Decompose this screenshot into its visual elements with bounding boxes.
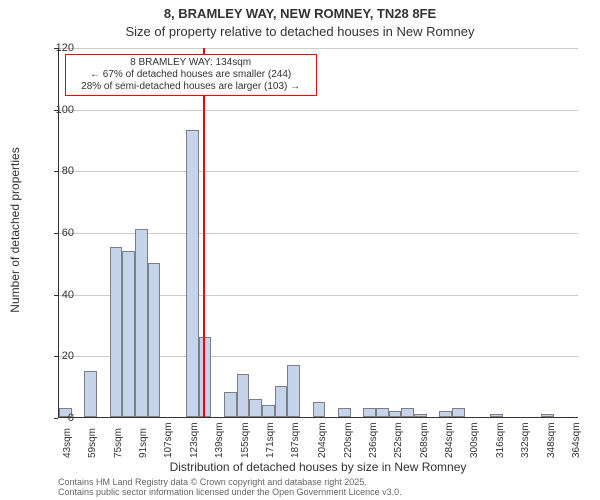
annotation-box: 8 BRAMLEY WAY: 134sqm← 67% of detached h…: [65, 54, 317, 96]
histogram-bar: [313, 402, 326, 417]
y-tick-label: 120: [44, 42, 74, 54]
x-tick-label: 332sqm: [520, 422, 531, 458]
histogram-bar: [224, 392, 237, 417]
marker-line: [203, 48, 205, 417]
y-tick-label: 20: [44, 350, 74, 362]
histogram-bar: [275, 386, 288, 417]
title-line-2: Size of property relative to detached ho…: [0, 24, 600, 39]
histogram-bar: [414, 414, 427, 417]
histogram-bar: [389, 411, 402, 417]
x-tick-label: 59sqm: [87, 428, 98, 458]
footer-line-2: Contains public sector information licen…: [58, 488, 402, 498]
histogram-bar: [541, 414, 554, 417]
x-axis-label: Distribution of detached houses by size …: [58, 460, 578, 474]
footer-attribution: Contains HM Land Registry data © Crown c…: [58, 478, 402, 498]
y-tick-label: 60: [44, 227, 74, 239]
y-tick-mark: [54, 356, 58, 357]
x-tick-label: 75sqm: [113, 428, 124, 458]
y-axis-label: Number of detached properties: [8, 147, 22, 312]
histogram-bar: [401, 408, 414, 417]
x-tick-label: 187sqm: [290, 422, 301, 458]
annotation-line: 28% of semi-detached houses are larger (…: [70, 81, 312, 93]
x-tick-label: 107sqm: [163, 422, 174, 458]
histogram-bar: [376, 408, 389, 417]
histogram-bar: [452, 408, 465, 417]
x-tick-label: 171sqm: [265, 422, 276, 458]
histogram-bar: [110, 247, 123, 417]
annotation-line: 8 BRAMLEY WAY: 134sqm: [70, 57, 312, 69]
histogram-bar: [122, 251, 135, 418]
x-tick-label: 220sqm: [343, 422, 354, 458]
y-tick-mark: [54, 418, 58, 419]
histogram-bar: [490, 414, 503, 417]
y-tick-label: 40: [44, 289, 74, 301]
histogram-bar: [363, 408, 376, 417]
gridline: [59, 110, 578, 111]
histogram-bar: [84, 371, 97, 417]
x-tick-label: 155sqm: [240, 422, 251, 458]
chart-container: 8, BRAMLEY WAY, NEW ROMNEY, TN28 8FE Siz…: [0, 0, 600, 500]
x-tick-label: 123sqm: [189, 422, 200, 458]
histogram-bar: [135, 229, 148, 417]
x-tick-label: 139sqm: [214, 422, 225, 458]
y-tick-label: 0: [44, 412, 74, 424]
gridline: [59, 48, 578, 49]
plot-area: 8 BRAMLEY WAY: 134sqm← 67% of detached h…: [58, 48, 578, 418]
histogram-bar: [148, 263, 161, 417]
y-tick-mark: [54, 295, 58, 296]
x-tick-label: 364sqm: [571, 422, 582, 458]
histogram-bar: [249, 399, 262, 418]
y-tick-mark: [54, 233, 58, 234]
y-tick-label: 100: [44, 104, 74, 116]
x-tick-label: 236sqm: [368, 422, 379, 458]
histogram-bar: [262, 405, 275, 417]
x-tick-label: 204sqm: [317, 422, 328, 458]
x-tick-label: 284sqm: [444, 422, 455, 458]
gridline: [59, 171, 578, 172]
histogram-bar: [338, 408, 351, 417]
histogram-bar: [287, 365, 300, 417]
y-tick-mark: [54, 110, 58, 111]
x-tick-label: 91sqm: [138, 428, 149, 458]
x-tick-label: 252sqm: [393, 422, 404, 458]
annotation-line: ← 67% of detached houses are smaller (24…: [70, 69, 312, 81]
histogram-bar: [439, 411, 452, 417]
x-tick-label: 316sqm: [495, 422, 506, 458]
y-tick-label: 80: [44, 165, 74, 177]
y-tick-mark: [54, 48, 58, 49]
histogram-bar: [186, 130, 199, 417]
y-tick-mark: [54, 171, 58, 172]
x-tick-label: 43sqm: [62, 428, 73, 458]
histogram-bar: [237, 374, 250, 417]
title-line-1: 8, BRAMLEY WAY, NEW ROMNEY, TN28 8FE: [0, 6, 600, 21]
x-tick-label: 268sqm: [419, 422, 430, 458]
x-tick-label: 348sqm: [546, 422, 557, 458]
x-tick-label: 300sqm: [469, 422, 480, 458]
